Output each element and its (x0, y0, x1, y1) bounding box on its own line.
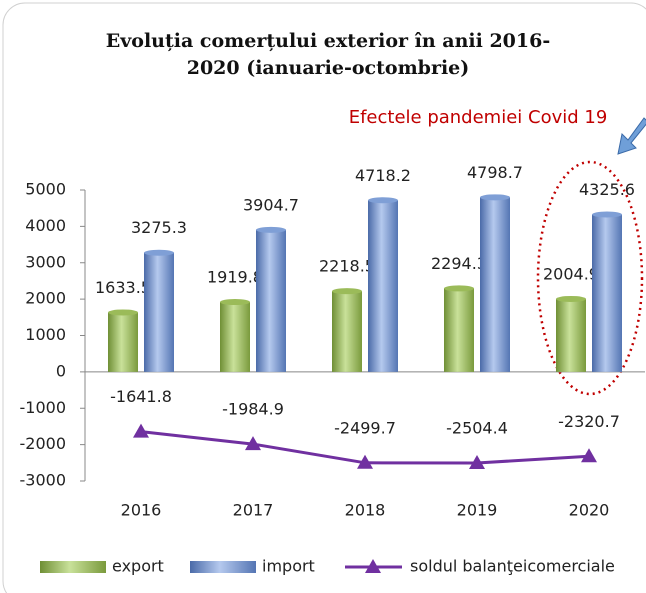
data-label: 2218.5 (319, 257, 375, 276)
y-tick-label: -2000 (20, 434, 67, 453)
data-label: 4718.2 (355, 166, 411, 185)
x-tick-label: 2020 (569, 501, 610, 520)
bar-cap (556, 295, 586, 302)
chart-title: Evoluția comerțului exterior în anii 201… (105, 30, 551, 79)
marker (357, 454, 373, 469)
y-tick-label: 2000 (25, 289, 66, 308)
data-label: 1919.8 (207, 268, 263, 287)
x-tick-label: 2017 (233, 501, 274, 520)
x-tick-label: 2016 (121, 501, 162, 520)
legend-swatch (40, 561, 106, 573)
y-tick-label: 0 (56, 361, 66, 380)
bar-cap (480, 194, 510, 201)
y-tick-label: 4000 (25, 216, 66, 235)
marker (245, 436, 261, 451)
legend-label: export (112, 557, 164, 576)
data-label: 3275.3 (131, 218, 187, 237)
bar (368, 200, 398, 372)
legend-swatch (190, 561, 256, 573)
bar-cap (592, 211, 622, 218)
legend-label: import (262, 557, 315, 576)
bar-cap (220, 299, 250, 306)
bar (256, 229, 286, 372)
y-tick-label: 1000 (25, 325, 66, 344)
bar-cap (144, 249, 174, 256)
bar-cap (368, 197, 398, 204)
bar (556, 298, 586, 372)
bar (444, 288, 474, 372)
marker (133, 423, 149, 438)
bar-cap (256, 226, 286, 233)
data-label: 2004.9 (543, 264, 599, 283)
y-tick-label: 5000 (25, 180, 66, 199)
data-label: 2294.3 (431, 254, 487, 273)
data-label: 1633.5 (95, 278, 151, 297)
bar (480, 197, 510, 372)
bar-cap (332, 288, 362, 295)
data-label: 4325.6 (579, 180, 635, 199)
x-tick-label: 2018 (345, 501, 386, 520)
bar-cap (444, 285, 474, 292)
bar (332, 291, 362, 372)
data-label: 4798.7 (467, 163, 523, 182)
y-tick-label: -1000 (20, 398, 67, 417)
bar-cap (108, 309, 138, 316)
data-label: 3904.7 (243, 195, 299, 214)
data-label: -2320.7 (558, 412, 620, 431)
y-tick-label: -3000 (20, 471, 67, 490)
marker (581, 448, 597, 463)
x-tick-label: 2019 (457, 501, 498, 520)
data-label: -2499.7 (334, 418, 396, 437)
marker (469, 454, 485, 469)
legend-label: soldul balanţeicomerciale (410, 557, 615, 576)
bar (220, 302, 250, 372)
annotation: Efectele pandemiei Covid 19 (349, 107, 608, 128)
bar (108, 312, 138, 372)
bar (144, 252, 174, 372)
legend-marker (365, 559, 381, 573)
data-label: -1984.9 (222, 400, 284, 419)
bar (592, 214, 622, 372)
arrow (617, 117, 646, 155)
data-label: -1641.8 (110, 387, 172, 406)
data-label: -2504.4 (446, 418, 508, 437)
y-tick-label: 3000 (25, 252, 66, 271)
highlight-ellipse (536, 160, 644, 396)
